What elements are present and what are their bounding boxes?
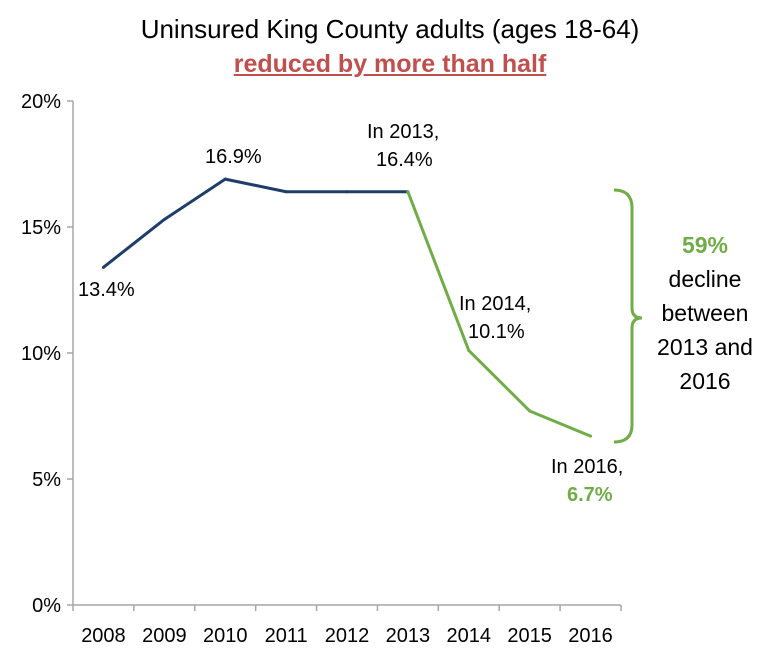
- label-2014-line2: 10.1%: [468, 321, 525, 343]
- decline-line2: between: [661, 300, 749, 326]
- x-tick-label: 2014: [447, 625, 492, 647]
- x-tick-label: 2013: [386, 625, 431, 647]
- data-point: [467, 348, 471, 352]
- decline-bracket: [613, 188, 643, 444]
- data-point: [589, 434, 593, 438]
- x-tick-label: 2009: [142, 625, 187, 647]
- label-2014-line1: In 2014,: [459, 293, 531, 315]
- decline-line4: 2016: [679, 368, 731, 394]
- annotations: 13.4% 16.9% In 2013, 16.4% In 2014, 10.1…: [78, 121, 623, 506]
- label-2010: 16.9%: [205, 146, 262, 168]
- x-tick-label: 2012: [325, 625, 370, 647]
- data-point: [162, 217, 166, 221]
- data-point: [223, 177, 227, 181]
- chart-subtitle: reduced by more than half: [233, 50, 547, 78]
- decline-callout: 59% decline between 2013 and 2016: [640, 228, 768, 398]
- data-point: [406, 190, 410, 194]
- y-tick-label: 0%: [32, 595, 61, 617]
- series-line-2: [406, 191, 592, 438]
- label-2008: 13.4%: [78, 279, 135, 301]
- x-tick-label: 2016: [568, 625, 613, 647]
- data-point: [284, 190, 288, 194]
- axes: 0% 5% 10% 15% 20% 2008 2009 2010 2011 2012 2013 201…: [21, 91, 622, 647]
- label-2016-line1: In 2016,: [551, 456, 623, 478]
- label-2013-line2: 16.4%: [376, 149, 433, 171]
- y-tick-label: 5%: [32, 469, 61, 491]
- y-tick-label: 15%: [21, 217, 61, 239]
- decline-line3: 2013 and: [657, 334, 753, 360]
- x-tick-label: 2011: [265, 625, 308, 647]
- data-point: [101, 265, 105, 269]
- label-2016-line2: 6.7%: [567, 484, 613, 506]
- decline-line1: decline: [668, 266, 742, 292]
- series-lines: [101, 177, 593, 438]
- data-point: [345, 190, 349, 194]
- x-tick-label: 2015: [507, 625, 552, 647]
- y-tick-label: 20%: [21, 91, 61, 113]
- label-2013-line1: In 2013,: [367, 121, 439, 143]
- y-tick-label: 10%: [21, 343, 61, 365]
- x-tick-label: 2008: [81, 625, 126, 647]
- series-line-1: [102, 177, 408, 269]
- x-tick-label: 2010: [203, 625, 248, 647]
- decline-percent: 59%: [681, 232, 729, 258]
- data-point: [528, 409, 532, 413]
- chart-title: Uninsured King County adults (ages 18-64…: [140, 14, 640, 44]
